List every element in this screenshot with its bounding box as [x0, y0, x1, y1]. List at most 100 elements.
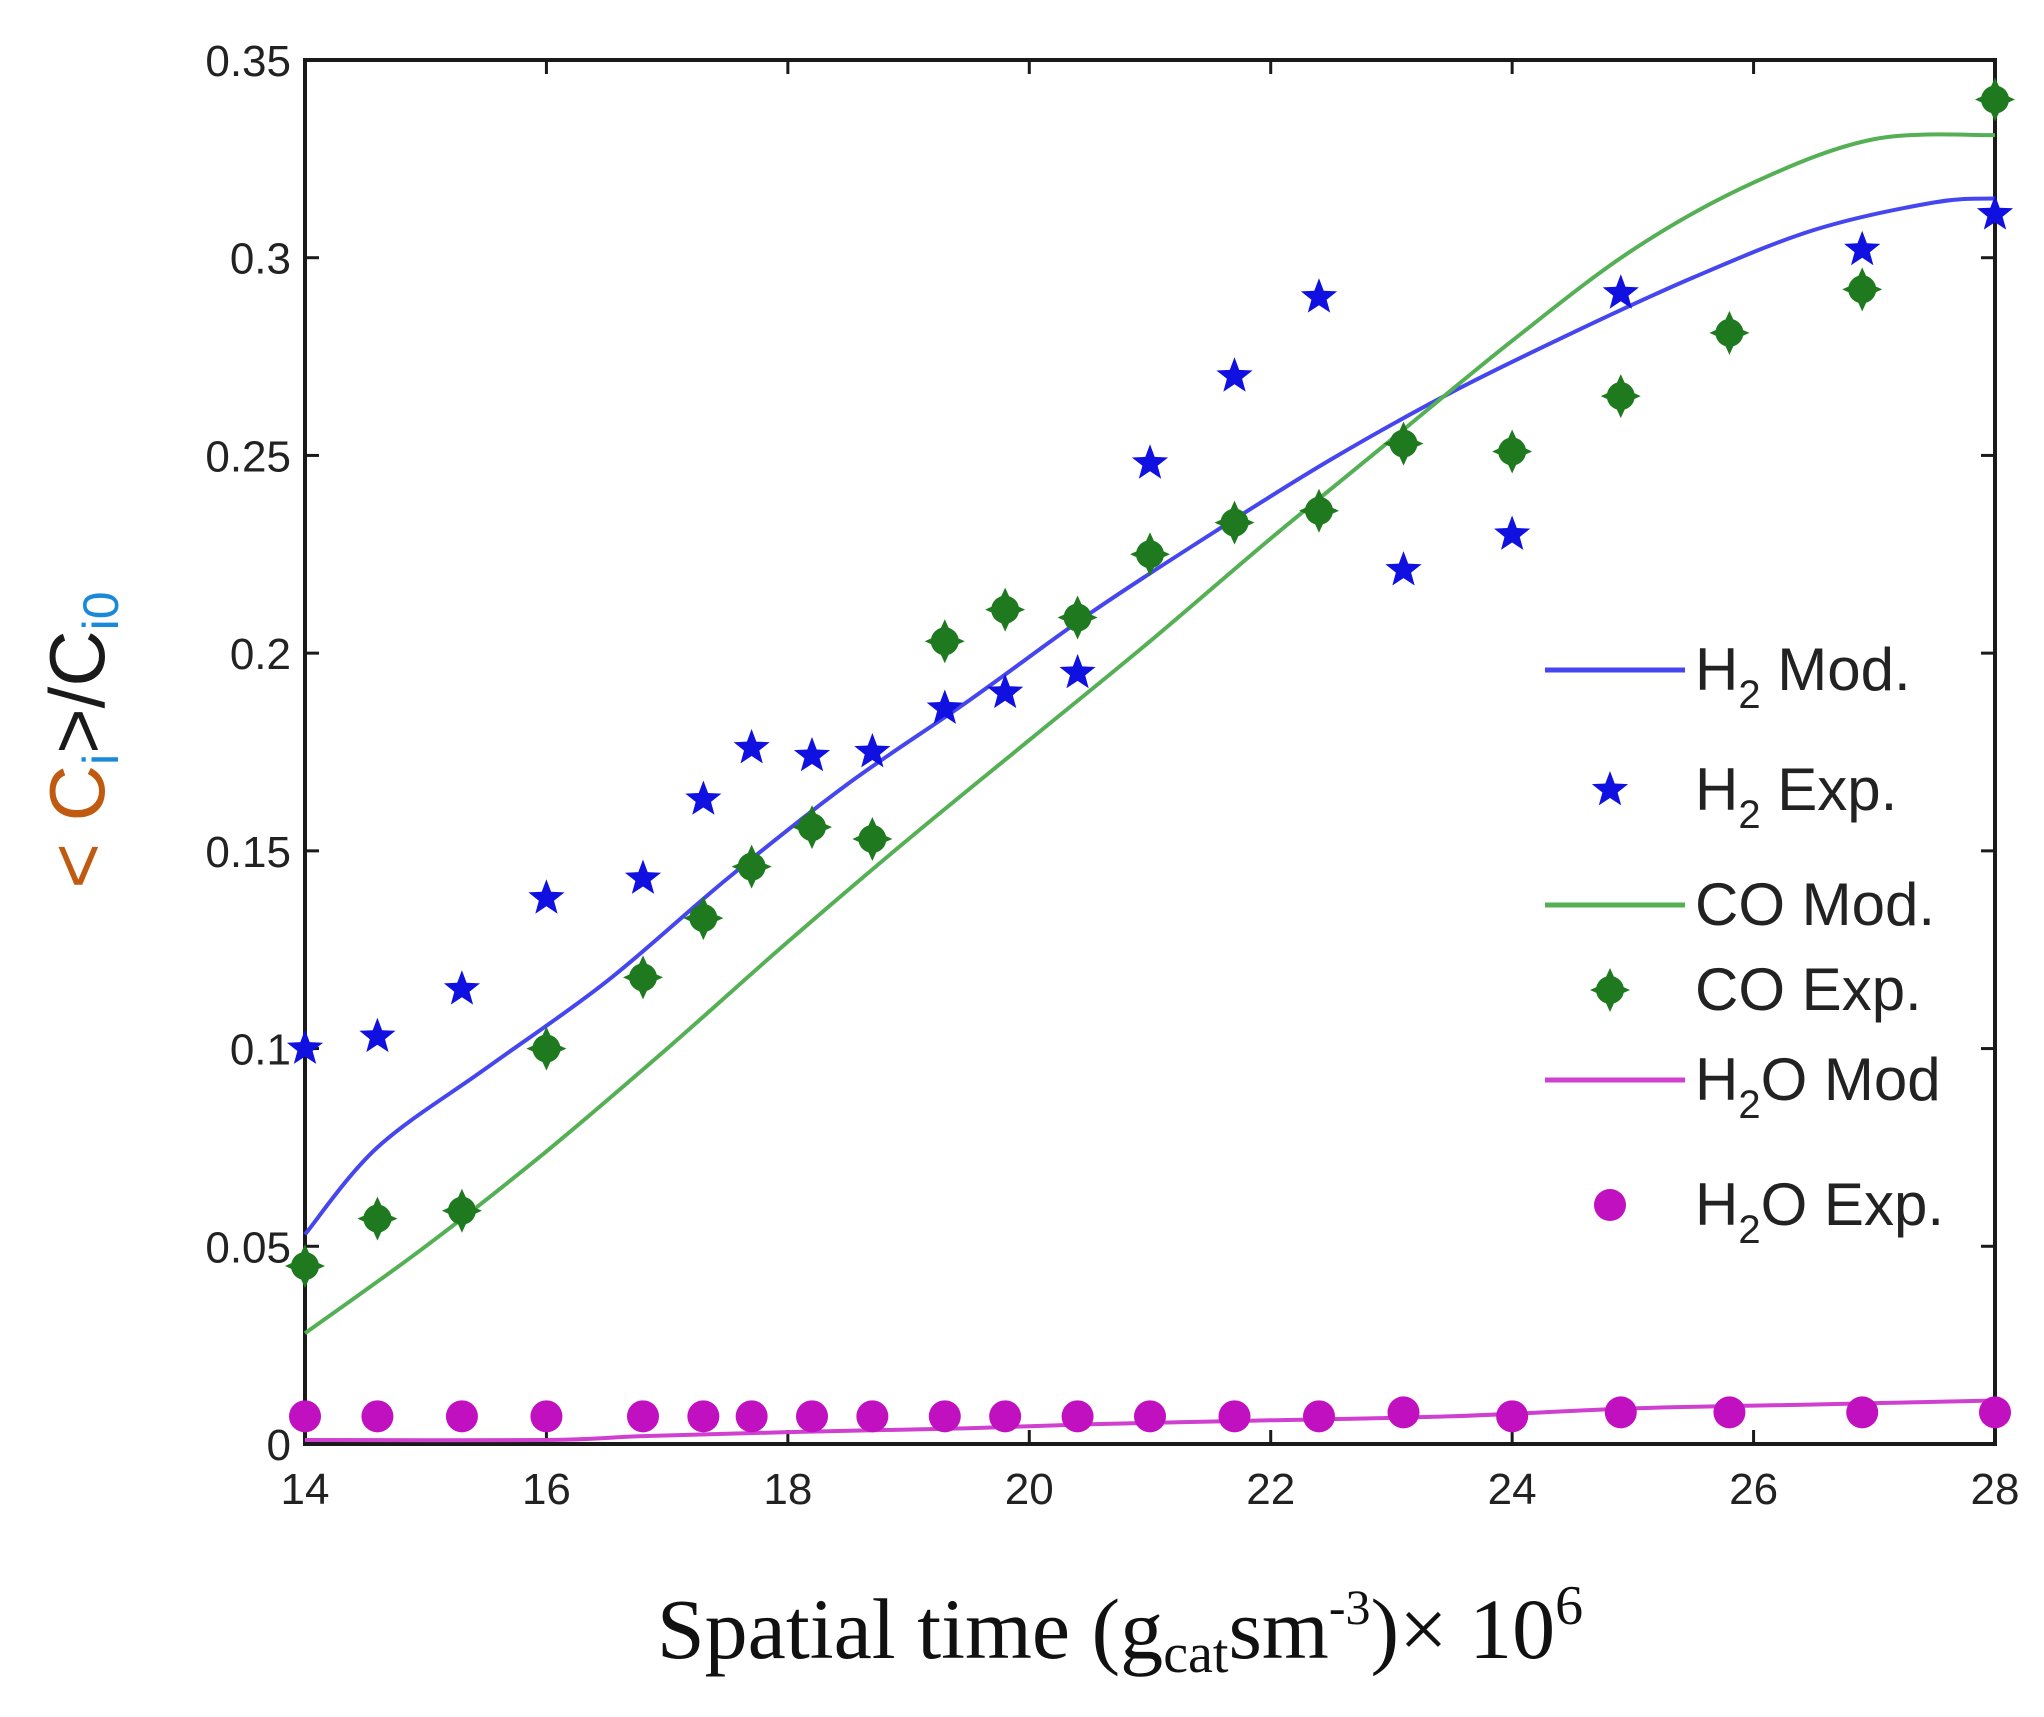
- y-title-sub-i0: i0: [73, 591, 129, 630]
- legend-label-rest: O Mod: [1761, 1046, 1941, 1113]
- data-point-h2-exp: [443, 970, 480, 1005]
- data-point-h2-exp: [793, 737, 831, 772]
- data-point-co-exp: [285, 1244, 325, 1289]
- legend-label-main: CO Mod.: [1695, 871, 1935, 938]
- legend-label: H2O Mod: [1695, 1046, 1941, 1127]
- x-tick-label: 18: [763, 1465, 812, 1514]
- legend-swatch-marker: [1594, 1189, 1626, 1221]
- legend-item-co-exp: CO Exp.: [1590, 956, 1922, 1023]
- data-point-co-exp: [985, 587, 1026, 632]
- plot-area: [303, 58, 1997, 1446]
- x-axis-ticks: 14 16 18 20 22 24 26 28: [281, 60, 2020, 1514]
- series-line-h2o-mod: [304, 1398, 1996, 1443]
- data-point-h2o-exp: [1061, 1400, 1094, 1433]
- series-layer: [285, 77, 2015, 1443]
- x-tick-label: 26: [1729, 1465, 1778, 1514]
- y-title-sub-i: i: [73, 754, 129, 765]
- data-point-h2o-exp: [1218, 1400, 1251, 1433]
- data-point-h2o-exp: [856, 1400, 889, 1433]
- legend-label-subscript: 2: [1738, 1208, 1760, 1252]
- y-tick-label: 0: [267, 1421, 291, 1470]
- data-point-h2-exp: [1976, 195, 2014, 230]
- data-point-h2-exp: [1385, 551, 1422, 586]
- legend-label-main: H: [1695, 756, 1738, 823]
- y-tick-label: 0.3: [230, 235, 291, 284]
- y-title-ratio: >/C: [33, 630, 121, 754]
- series-h2o-exp: [289, 1396, 2011, 1433]
- data-point-h2o-exp: [1979, 1396, 2011, 1429]
- legend-label-main: H: [1695, 1171, 1738, 1238]
- data-point-h2o-exp: [289, 1400, 321, 1433]
- data-point-h2-exp: [1602, 274, 1639, 309]
- legend-label-subscript: 2: [1738, 673, 1760, 717]
- data-point-co-exp: [1492, 429, 1533, 474]
- legend-swatch-marker: [1590, 968, 1630, 1012]
- y-tick-label: 0.25: [205, 432, 291, 481]
- data-point-co-exp: [1057, 595, 1098, 640]
- legend-label: CO Mod.: [1695, 871, 1935, 938]
- y-axis-ticks: 0 0.05 0.1 0.15 0.2 0.25 0.3 0.35: [205, 37, 1995, 1470]
- x-tick-label: 14: [281, 1465, 330, 1514]
- y-tick-label: 0.1: [230, 1026, 291, 1075]
- legend-label-rest: O Exp.: [1761, 1171, 1944, 1238]
- y-tick-label: 0.2: [230, 630, 291, 679]
- data-point-h2-exp: [1059, 653, 1096, 689]
- data-point-co-exp: [1214, 500, 1255, 545]
- data-point-co-exp: [924, 619, 965, 664]
- legend-label: CO Exp.: [1695, 956, 1922, 1023]
- data-point-h2-exp: [854, 733, 891, 768]
- data-point-co-exp: [357, 1196, 398, 1241]
- x-title-power: 6: [1555, 1575, 1583, 1637]
- series-line-co-mod: [303, 132, 1996, 1335]
- series-h2-exp: [286, 195, 2014, 1064]
- data-point-co-exp: [731, 844, 772, 889]
- data-point-h2-exp: [1494, 515, 1531, 550]
- x-tick-label: 28: [1971, 1465, 2020, 1514]
- series-co-exp: [285, 77, 2015, 1289]
- legend-label-rest: Mod.: [1761, 636, 1911, 703]
- data-point-co-exp: [792, 805, 832, 850]
- data-point-h2-exp: [926, 689, 963, 724]
- data-point-h2-exp: [1131, 444, 1169, 479]
- data-point-h2o-exp: [1496, 1400, 1529, 1433]
- data-point-co-exp: [1709, 310, 1750, 355]
- data-point-co-exp: [623, 955, 663, 1000]
- x-tick-label: 22: [1246, 1465, 1295, 1514]
- legend-label: H2O Exp.: [1695, 1171, 1944, 1252]
- x-axis-title: Spatial time (gcatsm-3)× 106: [657, 1575, 1583, 1685]
- y-axis-title: < Ci>/Ci0: [33, 591, 129, 888]
- x-title-sub: cat: [1163, 1623, 1229, 1685]
- data-point-h2o-exp: [735, 1400, 768, 1433]
- legend-item-h2-mod: H2 Mod.: [1545, 636, 1911, 717]
- data-point-h2-exp: [1844, 230, 1881, 266]
- data-point-h2o-exp: [1604, 1396, 1637, 1429]
- data-point-co-exp: [1299, 488, 1339, 533]
- data-point-h2o-exp: [1134, 1400, 1166, 1433]
- data-point-h2-exp: [685, 780, 722, 815]
- y-title-bracket: < C: [33, 765, 121, 889]
- data-point-co-exp: [1130, 532, 1170, 577]
- series-line-h2-mod: [303, 196, 1996, 1236]
- data-point-h2o-exp: [361, 1400, 394, 1433]
- data-point-co-exp: [1600, 374, 1641, 419]
- data-point-co-exp: [526, 1026, 567, 1071]
- data-point-h2-exp: [624, 859, 662, 894]
- legend-item-h2o-exp: H2O Exp.: [1594, 1171, 1944, 1252]
- data-point-h2o-exp: [989, 1400, 1022, 1433]
- legend-label-subscript: 2: [1738, 1083, 1760, 1127]
- x-tick-label: 20: [1005, 1465, 1054, 1514]
- data-point-h2-exp: [286, 1029, 324, 1064]
- legend-swatch-marker: [1591, 771, 1629, 806]
- data-point-h2-exp: [1300, 278, 1338, 313]
- legend-item-co-mod: CO Mod.: [1545, 871, 1935, 938]
- data-point-co-exp: [1975, 77, 2015, 122]
- data-point-h2o-exp: [928, 1400, 961, 1433]
- legend-label-rest: Exp.: [1761, 756, 1898, 823]
- data-point-h2o-exp: [627, 1400, 659, 1433]
- series-co-mod: [303, 132, 1996, 1335]
- legend-label-main: H: [1695, 636, 1738, 703]
- data-point-h2o-exp: [687, 1400, 720, 1433]
- data-point-h2o-exp: [1387, 1396, 1420, 1429]
